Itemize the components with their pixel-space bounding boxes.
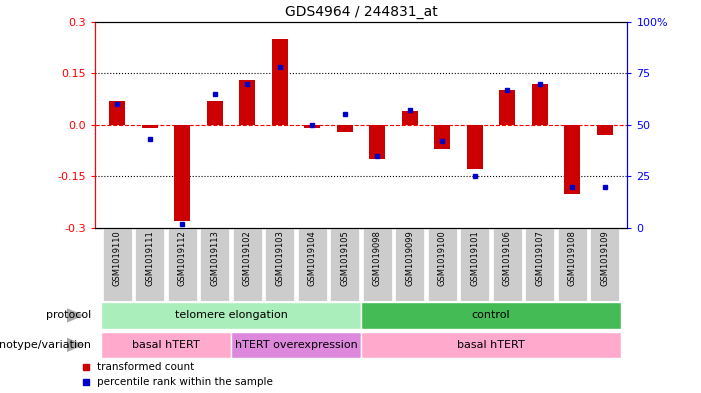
Text: GSM1019110: GSM1019110 — [113, 230, 122, 286]
Polygon shape — [67, 308, 84, 323]
Text: GSM1019100: GSM1019100 — [437, 230, 447, 286]
Text: GSM1019104: GSM1019104 — [308, 230, 317, 286]
Bar — [597, 125, 613, 135]
Text: GSM1019099: GSM1019099 — [405, 230, 414, 286]
Text: control: control — [472, 310, 510, 320]
Bar — [531, 83, 547, 125]
Bar — [330, 228, 360, 301]
Bar — [361, 302, 621, 329]
Text: basal hTERT: basal hTERT — [457, 340, 525, 350]
Text: GSM1019107: GSM1019107 — [535, 230, 544, 286]
Text: genotype/variation: genotype/variation — [0, 340, 91, 350]
Bar — [200, 228, 229, 301]
Bar — [231, 332, 361, 358]
Bar — [135, 228, 165, 301]
Text: GSM1019098: GSM1019098 — [373, 230, 382, 286]
Bar — [369, 125, 386, 159]
Bar — [493, 228, 522, 301]
Bar — [361, 332, 621, 358]
Bar — [590, 228, 619, 301]
Bar — [395, 228, 424, 301]
Bar — [265, 228, 294, 301]
Text: GSM1019113: GSM1019113 — [210, 230, 219, 286]
Bar — [298, 228, 327, 301]
Bar — [428, 228, 457, 301]
Bar — [175, 125, 191, 221]
Bar — [434, 125, 450, 149]
Title: GDS4964 / 244831_at: GDS4964 / 244831_at — [285, 5, 437, 19]
Bar — [272, 39, 288, 125]
Text: GSM1019109: GSM1019109 — [600, 230, 609, 286]
Bar — [239, 80, 255, 125]
Text: transformed count: transformed count — [97, 362, 194, 372]
Bar — [499, 90, 515, 125]
Bar — [101, 302, 361, 329]
Polygon shape — [67, 338, 84, 352]
Text: basal hTERT: basal hTERT — [132, 340, 200, 350]
Bar — [362, 228, 392, 301]
Bar — [109, 101, 125, 125]
Text: GSM1019103: GSM1019103 — [275, 230, 285, 286]
Text: GSM1019105: GSM1019105 — [340, 230, 349, 286]
Text: GSM1019102: GSM1019102 — [243, 230, 252, 286]
Bar — [402, 111, 418, 125]
Bar — [168, 228, 197, 301]
Bar — [103, 228, 132, 301]
Bar — [142, 125, 158, 128]
Text: protocol: protocol — [46, 310, 91, 320]
Bar — [557, 228, 587, 301]
Bar — [304, 125, 320, 128]
Bar — [525, 228, 554, 301]
Text: percentile rank within the sample: percentile rank within the sample — [97, 377, 273, 387]
Bar — [233, 228, 262, 301]
Text: GSM1019108: GSM1019108 — [568, 230, 577, 286]
Bar — [207, 101, 223, 125]
Text: hTERT overexpression: hTERT overexpression — [235, 340, 358, 350]
Text: GSM1019106: GSM1019106 — [503, 230, 512, 286]
Bar — [564, 125, 580, 193]
Bar — [101, 332, 231, 358]
Bar — [467, 125, 483, 169]
Text: GSM1019112: GSM1019112 — [178, 230, 187, 286]
Text: GSM1019111: GSM1019111 — [145, 230, 154, 286]
Text: GSM1019101: GSM1019101 — [470, 230, 479, 286]
Bar — [336, 125, 353, 132]
Text: telomere elongation: telomere elongation — [175, 310, 287, 320]
Bar — [460, 228, 489, 301]
